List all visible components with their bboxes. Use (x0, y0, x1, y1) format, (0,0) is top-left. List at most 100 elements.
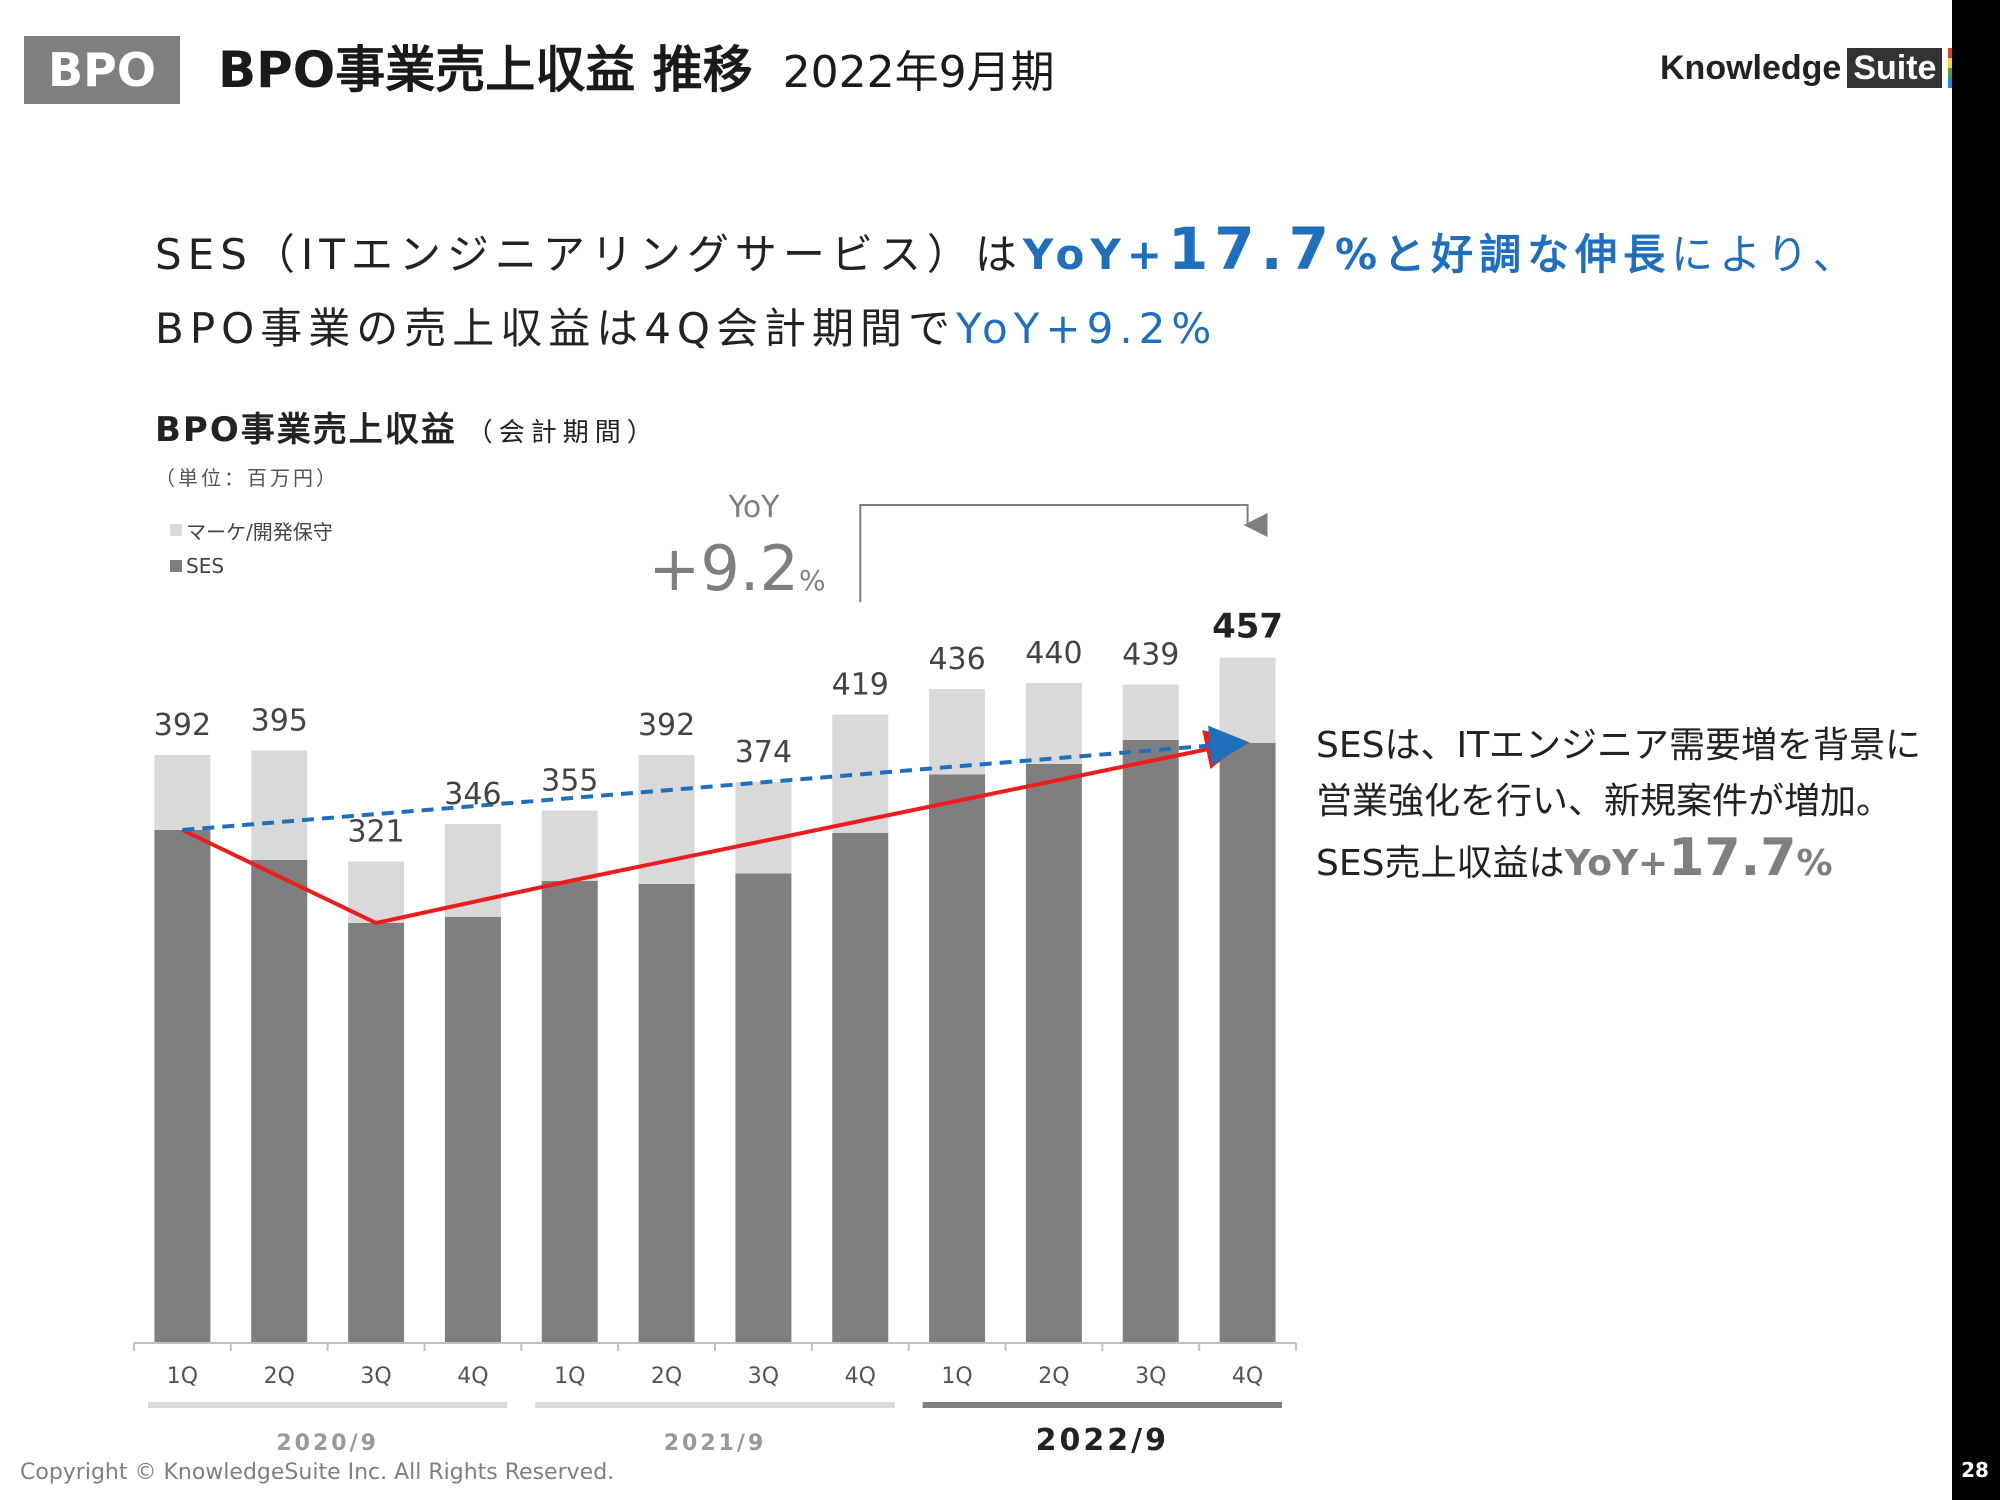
total-label-9: 436 (928, 642, 985, 677)
company-logo: Knowledge Suite (1660, 46, 1955, 90)
logo-stripe-icon (1948, 48, 1955, 88)
total-label-4: 346 (444, 777, 501, 812)
headline: SES（ITエンジニアリングサービス）はYoY+17.7%と好調な伸長により、 … (155, 215, 1861, 356)
category-label-11: 3Q (1135, 1364, 1166, 1389)
page-title-period: 2022年9月期 (782, 47, 1055, 98)
yoy-callout-label: YoY (727, 490, 780, 525)
side-note-text: SES売上収益は (1316, 843, 1565, 884)
yoy-callout-number: +9.2 (648, 532, 799, 605)
total-label-3: 321 (347, 815, 404, 850)
category-label-7: 3Q (748, 1364, 779, 1389)
trend-line-blue-dashed (182, 725, 1250, 832)
bar-marketing-8 (832, 714, 889, 833)
page-title: BPO事業売上収益 推移 2022年9月期 (218, 30, 1055, 102)
bar-marketing-7 (735, 782, 792, 874)
group-bar-3 (922, 1402, 1282, 1408)
total-label-10: 440 (1025, 636, 1082, 671)
side-note: SESは、ITエンジニア需要増を背景に 営業強化を行い、新規案件が増加。 SES… (1316, 718, 1921, 892)
logo-text: Knowledge (1660, 48, 1842, 87)
bar-ses-5 (541, 881, 598, 1343)
bar-ses-10 (1025, 764, 1082, 1343)
total-label-12: 457 (1212, 607, 1283, 647)
total-label-2: 395 (251, 704, 308, 739)
total-label-8: 419 (832, 668, 889, 703)
category-label-3: 3Q (360, 1364, 391, 1389)
bar-marketing-12 (1219, 657, 1276, 743)
right-edge-bar (1952, 0, 2000, 1500)
bar-ses-7 (735, 873, 792, 1343)
section-tag: BPO (24, 36, 180, 104)
category-label-4: 4Q (457, 1364, 488, 1389)
legend-swatch-marketing (170, 524, 182, 536)
group-label-2: 2021/9 (664, 1431, 767, 1456)
bar-ses-6 (638, 884, 695, 1343)
side-note-yoy: YoY+17.7% (1564, 830, 1833, 886)
page-number: 28 (1961, 1458, 1989, 1482)
chart-title-main: BPO事業売上収益 (155, 410, 457, 450)
category-label-8: 4Q (845, 1364, 876, 1389)
category-label-10: 2Q (1038, 1364, 1069, 1389)
bar-marketing-10 (1025, 683, 1082, 764)
total-label-5: 355 (541, 764, 598, 799)
category-label-1: 1Q (167, 1364, 198, 1389)
bar-marketing-5 (541, 810, 598, 881)
side-note-line3: SES売上収益はYoY+17.7% (1316, 830, 1921, 892)
bar-marketing-11 (1122, 684, 1179, 740)
bar-marketing-2 (251, 750, 308, 860)
group-bar-2 (535, 1402, 895, 1408)
side-note-line1: SESは、ITエンジニア需要増を背景に (1316, 725, 1922, 766)
yoy-callout-value: +9.2% (648, 532, 825, 605)
bar-ses-8 (832, 833, 889, 1343)
bar-marketing-6 (638, 755, 695, 884)
bar-ses-1 (154, 830, 211, 1343)
page-title-main: BPO事業売上収益 推移 (218, 41, 753, 99)
legend-label-ses: SES (186, 554, 225, 578)
side-note-line2: 営業強化を行い、新規案件が増加。 (1316, 781, 1893, 822)
headline-emphasis: %と好調な伸長 (1335, 230, 1672, 279)
group-bar-1 (148, 1402, 508, 1408)
total-label-7: 374 (735, 735, 792, 770)
bar-marketing-3 (348, 861, 405, 923)
category-label-5: 1Q (554, 1364, 585, 1389)
yoy-callout-pct: % (799, 564, 826, 597)
bar-ses-2 (251, 860, 308, 1343)
trend-line-red (181, 729, 1246, 926)
group-label-3: 2022/9 (1036, 1423, 1169, 1458)
bar-ses-11 (1122, 740, 1179, 1343)
headline-text-2: BPO事業の売上収益は4Q会計期間で (155, 304, 956, 353)
chart-title-paren: （会計期間） (466, 418, 659, 448)
category-label-12: 4Q (1232, 1364, 1263, 1389)
headline-yoy-2: YoY+9.2% (955, 304, 1218, 353)
headline-tail: により、 (1671, 230, 1861, 279)
category-label-2: 2Q (264, 1364, 295, 1389)
side-note-value: 17.7 (1668, 828, 1797, 888)
chart-title: BPO事業売上収益 （会計期間） (155, 402, 659, 451)
bar-ses-3 (348, 923, 405, 1343)
headline-yoy: YoY+ (1022, 230, 1168, 279)
legend-label-marketing: マーケ/開発保守 (186, 519, 333, 544)
legend-item-marketing: マーケ/開発保守 (170, 512, 333, 548)
total-label-11: 439 (1122, 638, 1179, 673)
copyright: Copyright © KnowledgeSuite Inc. All Righ… (20, 1460, 615, 1485)
headline-line2: BPO事業の売上収益は4Q会計期間でYoY+9.2% (155, 295, 1861, 356)
headline-line1: SES（ITエンジニアリングサービス）はYoY+17.7%と好調な伸長により、 (155, 215, 1861, 283)
bar-marketing-4 (444, 824, 501, 917)
logo-box: Suite (1847, 48, 1943, 88)
yoy-bracket (859, 504, 1268, 602)
category-label-9: 1Q (941, 1364, 972, 1389)
legend-swatch-ses (170, 560, 182, 572)
bar-marketing-1 (154, 755, 211, 830)
bar-ses-4 (444, 917, 501, 1343)
bar-marketing-9 (929, 689, 986, 775)
category-label-6: 2Q (651, 1364, 682, 1389)
headline-value: 17.7 (1167, 215, 1336, 283)
chart-unit: （単位：百万円） (155, 466, 339, 490)
bar-ses-12 (1219, 743, 1276, 1343)
total-label-6: 392 (638, 708, 695, 743)
side-note-pct: % (1796, 843, 1833, 884)
total-label-1: 392 (154, 708, 211, 743)
bar-ses-9 (929, 774, 986, 1343)
group-label-1: 2020/9 (276, 1431, 379, 1456)
headline-text: SES（ITエンジニアリングサービス）は (155, 230, 1023, 279)
side-note-yoy-label: YoY+ (1564, 843, 1669, 884)
